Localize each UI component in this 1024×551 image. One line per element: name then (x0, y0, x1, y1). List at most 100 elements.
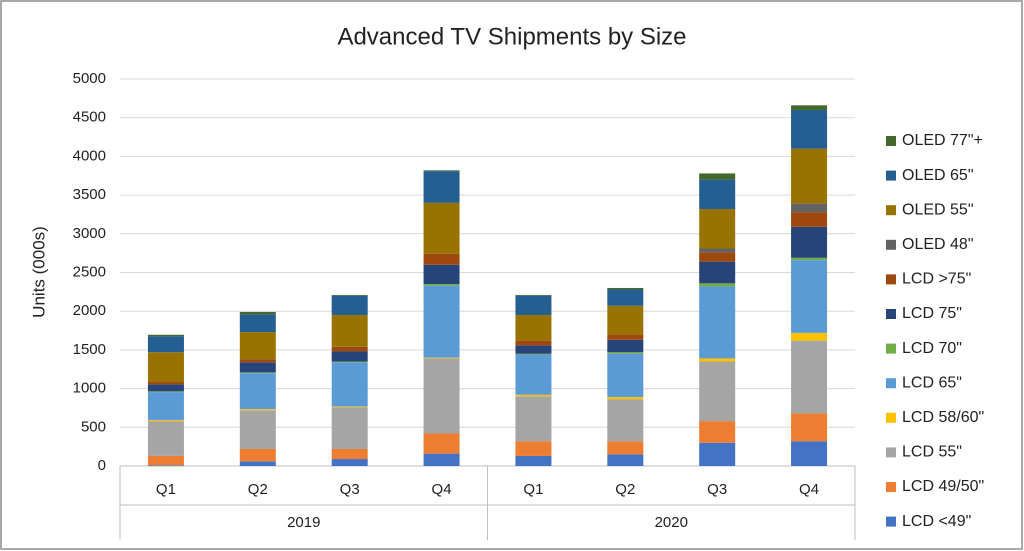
bar-segment (423, 171, 460, 203)
legend-label: OLED 55" (902, 201, 974, 218)
bar-segment (423, 453, 460, 466)
bar-segment (791, 260, 828, 333)
bar-segment (607, 352, 644, 354)
bar-segment (607, 339, 644, 353)
bar-segment (699, 252, 736, 262)
legend-swatch (886, 239, 896, 250)
bar-segment (239, 410, 276, 449)
legend-label: LCD >75" (902, 271, 971, 288)
legend-swatch (886, 482, 896, 492)
bar-segment (239, 311, 276, 315)
x-tick-label: Q4 (799, 481, 819, 498)
bar-segment (607, 289, 644, 306)
bar-segment (423, 357, 460, 359)
bar-segment (331, 315, 368, 347)
legend-swatch (886, 205, 896, 216)
bar-segment (699, 209, 736, 249)
bar-segment (515, 294, 552, 296)
bar-segment (699, 179, 736, 210)
bar-segment (607, 334, 644, 340)
bar-segment (607, 353, 644, 398)
legend-swatch (886, 136, 896, 146)
bar-segment (791, 332, 828, 341)
bar-segment (331, 448, 368, 460)
bar-segment (147, 352, 184, 383)
bar-segment (423, 358, 460, 434)
bar-segment (147, 465, 184, 466)
bar-segment (239, 362, 276, 373)
bar-segment (331, 351, 368, 362)
bar-segment (699, 248, 736, 253)
bar-segment (791, 109, 828, 149)
bar-segment (423, 433, 460, 454)
bar-segment (147, 455, 184, 466)
legend-swatch (886, 516, 896, 527)
legend-label: LCD 70" (902, 340, 962, 357)
bar-segment (423, 170, 460, 172)
bar-segment (147, 334, 184, 337)
bar-segment (699, 261, 736, 284)
y-tick-label: 1000 (73, 380, 106, 397)
bar-segment (331, 294, 368, 296)
bar-segment (791, 413, 828, 442)
legend-label: LCD <49" (902, 513, 971, 530)
bar-segment (699, 421, 736, 443)
bar-segment (699, 361, 736, 422)
bar-segment (515, 394, 552, 397)
bar-segment (147, 391, 184, 393)
legend-swatch (886, 343, 896, 354)
bar-segment (423, 285, 460, 358)
x-tick-label: Q1 (156, 481, 176, 498)
bar-segment (515, 340, 552, 346)
x-tick-label: Q1 (523, 481, 543, 498)
bar-segment (791, 441, 828, 466)
group-label: 2019 (287, 514, 320, 531)
legend-swatch (886, 274, 896, 285)
legend-swatch (886, 447, 896, 458)
bar-segment (331, 362, 368, 407)
bar-segment (515, 345, 552, 354)
bar-segment (331, 407, 368, 449)
bar-segment (515, 295, 552, 316)
bar-segment (239, 314, 276, 333)
bar-segment (607, 441, 644, 455)
bar-segment (239, 448, 276, 462)
bar-segment (791, 257, 828, 261)
bar-segment (239, 373, 276, 410)
bar-segment (331, 459, 368, 466)
y-tick-label: 1500 (73, 341, 106, 358)
bar-segment (607, 287, 644, 290)
bar-segment (515, 353, 552, 355)
bar-segment (147, 419, 184, 422)
x-tick-label: Q2 (615, 481, 635, 498)
x-tick-label: Q2 (248, 481, 268, 498)
bar-segment (791, 340, 828, 414)
bar-segment (699, 283, 736, 287)
bar-segment (147, 382, 184, 385)
y-tick-label: 2500 (73, 263, 106, 280)
bar-segment (699, 358, 736, 362)
legend-label: OLED 65" (902, 167, 974, 184)
x-tick-label: Q4 (432, 481, 452, 498)
bar-segment (515, 441, 552, 456)
x-tick-label: Q3 (707, 481, 727, 498)
legend-label: LCD 49/50" (902, 478, 984, 495)
legend-label: LCD 75" (902, 305, 962, 322)
bar-segment (239, 409, 276, 411)
bar-segment (515, 455, 552, 466)
legend-label: LCD 55" (902, 444, 962, 461)
bar-segment (791, 105, 828, 110)
bar-segment (699, 173, 736, 180)
bar-segment (331, 295, 368, 316)
bar-segment (791, 212, 828, 227)
bar-segment (607, 397, 644, 400)
bar-segment (239, 461, 276, 466)
legend-label: OLED 48" (902, 236, 974, 253)
y-tick-label: 3000 (73, 225, 106, 242)
bar-segment (515, 315, 552, 341)
bar-segment (791, 226, 828, 258)
bar-segment (331, 361, 368, 363)
